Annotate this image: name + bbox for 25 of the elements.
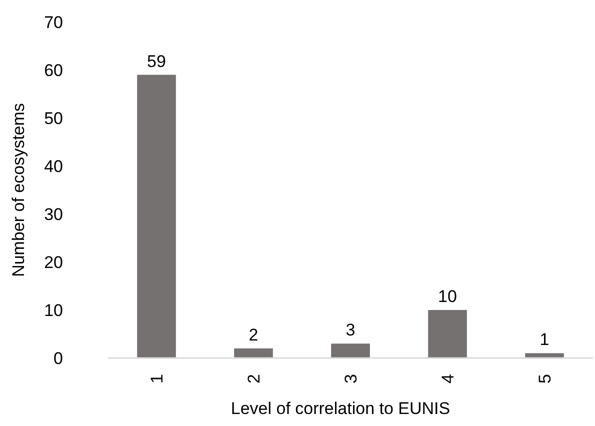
x-tick-label: 3: [341, 374, 360, 384]
y-tick-label: 70: [44, 12, 63, 32]
y-tick-label: 50: [44, 108, 63, 128]
y-tick-label: 10: [44, 300, 63, 320]
bar: [137, 74, 176, 358]
data-label: 10: [438, 287, 457, 306]
data-label: 2: [248, 325, 258, 344]
bar: [525, 353, 564, 358]
x-axis-title: Level of correlation to EUNIS: [230, 399, 450, 418]
data-label: 59: [147, 52, 166, 71]
x-tick-label: 1: [147, 374, 166, 384]
y-tick-label: 0: [54, 348, 63, 368]
x-tick-label: 4: [438, 374, 458, 384]
bar: [331, 344, 370, 358]
data-label: 1: [540, 330, 550, 350]
x-tick-label: 5: [535, 374, 554, 384]
y-tick-label: 60: [44, 60, 63, 80]
y-tick-label: 40: [44, 156, 63, 176]
y-tick-label: 30: [44, 204, 63, 224]
y-tick-label: 20: [44, 252, 63, 272]
bar: [234, 348, 273, 358]
data-label: 3: [346, 320, 356, 340]
y-axis-title: Number of ecosystems: [9, 103, 28, 277]
bar: [428, 310, 467, 358]
x-tick-label: 2: [244, 374, 264, 384]
